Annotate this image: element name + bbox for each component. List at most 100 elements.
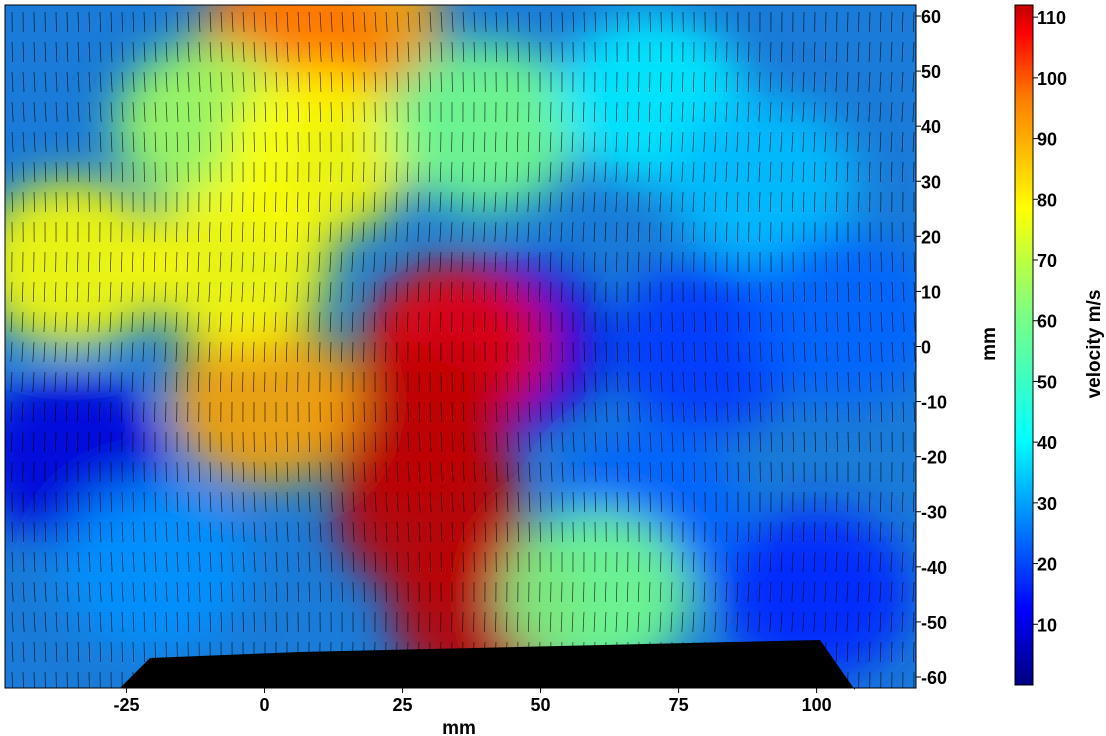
vector-arrow [99, 41, 102, 63]
vector-arrow [913, 251, 916, 273]
vector-arrow [681, 581, 684, 603]
vector-arrow [242, 611, 244, 633]
vector-arrow [912, 101, 915, 123]
vector-arrow [11, 521, 13, 543]
vector-arrow [187, 11, 190, 33]
vector-arrow [583, 101, 585, 123]
vector-arrow [879, 161, 882, 183]
vector-arrow [550, 371, 553, 393]
vector-arrow [495, 461, 498, 483]
vector-arrow [703, 131, 706, 153]
vector-arrow [824, 521, 827, 543]
vector-arrow [120, 341, 123, 363]
vector-arrow [44, 71, 47, 93]
vector-arrow [759, 431, 762, 453]
vector-arrow [428, 191, 431, 213]
vector-arrow [605, 461, 608, 483]
vector-arrow [275, 551, 278, 573]
vector-arrow [44, 431, 46, 453]
vector-arrow [846, 581, 849, 603]
vector-arrow [209, 101, 212, 123]
vector-arrow [461, 161, 464, 183]
vector-arrow [143, 491, 146, 513]
vector-arrow [593, 251, 596, 273]
vector-arrow [165, 11, 168, 33]
vector-arrow [407, 11, 410, 33]
vector-arrow [505, 191, 508, 213]
vector-arrow [693, 401, 696, 423]
vector-arrow [791, 161, 794, 183]
y-tick-label: -10 [921, 393, 947, 413]
vector-arrow [660, 431, 663, 453]
vector-arrow [495, 41, 498, 63]
vector-arrow [319, 461, 322, 483]
vector-arrow [275, 491, 278, 513]
vector-arrow [549, 251, 552, 273]
vector-arrow [736, 191, 739, 213]
vector-arrow [319, 11, 322, 33]
vector-arrow [241, 341, 244, 363]
vector-arrow [55, 131, 58, 153]
vector-arrow [681, 161, 684, 183]
vector-arrow [143, 11, 146, 33]
vector-arrow [131, 341, 134, 363]
vector-arrow [516, 221, 519, 243]
vector-arrow [550, 431, 553, 453]
vector-arrow [98, 341, 101, 363]
vector-arrow [803, 341, 806, 363]
vector-arrow [726, 371, 729, 393]
vector-arrow [484, 611, 486, 633]
vector-arrow [374, 161, 376, 183]
velocity-region-6 [666, 96, 857, 267]
vector-arrow [769, 71, 772, 93]
vector-arrow [704, 431, 707, 453]
vector-arrow [77, 551, 80, 573]
vector-arrow [913, 401, 915, 423]
vector-arrow [847, 311, 850, 333]
vector-arrow [527, 221, 530, 243]
vector-arrow [55, 641, 58, 663]
vector-arrow [737, 431, 740, 453]
vector-arrow [770, 341, 773, 363]
vector-arrow [868, 551, 871, 573]
vector-arrow [44, 131, 47, 153]
vector-arrow [33, 641, 36, 663]
vector-arrow [472, 251, 475, 273]
vector-arrow [374, 431, 377, 453]
vector-arrow [792, 521, 794, 543]
vector-arrow [682, 431, 685, 453]
vector-arrow [264, 101, 267, 123]
vector-arrow [670, 611, 673, 633]
vector-arrow [494, 191, 497, 213]
vector-arrow [154, 41, 157, 63]
vector-arrow [418, 431, 421, 453]
vector-arrow [440, 11, 443, 33]
vector-arrow [802, 611, 805, 633]
vector-arrow [494, 161, 497, 183]
vector-arrow [165, 551, 168, 573]
vector-arrow [65, 371, 68, 393]
vector-arrow [439, 221, 442, 243]
vector-arrow [176, 521, 179, 543]
vector-arrow [99, 491, 101, 513]
vector-arrow [747, 101, 750, 123]
vector-arrow [165, 491, 168, 513]
vector-arrow [76, 401, 79, 423]
vector-arrow [43, 311, 46, 333]
vector-arrow [44, 611, 47, 633]
vector-arrow [626, 101, 629, 123]
vector-arrow [340, 281, 343, 303]
vector-arrow [605, 371, 608, 393]
vector-arrow [715, 341, 718, 363]
vector-arrow [824, 551, 827, 573]
vector-arrow [736, 581, 739, 603]
vector-arrow [286, 521, 289, 543]
vector-arrow [417, 191, 420, 213]
vector-arrow [242, 131, 244, 153]
vector-arrow [847, 281, 850, 303]
vector-arrow [352, 71, 355, 93]
vector-arrow [836, 401, 839, 423]
vector-arrow [582, 161, 585, 183]
vector-arrow [88, 11, 90, 33]
vector-arrow [451, 431, 454, 453]
